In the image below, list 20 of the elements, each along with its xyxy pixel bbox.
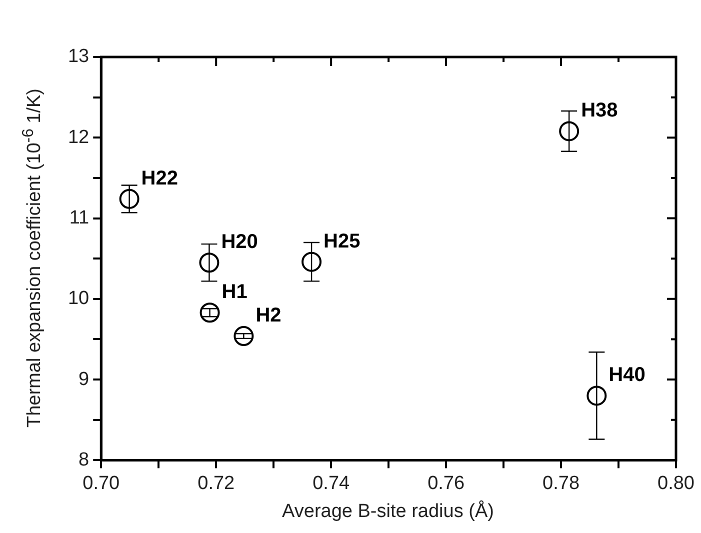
annotation: H1 <box>222 281 248 304</box>
annotation: H22 <box>141 167 178 190</box>
y-tick-label: 11 <box>69 208 90 229</box>
annotation: H40 <box>608 364 646 386</box>
x-tick-label: 0.74 <box>312 472 350 494</box>
x-tick-label: 0.72 <box>198 472 235 494</box>
annotation: H20 <box>221 231 258 254</box>
y-tick-label: 8 <box>78 449 90 470</box>
x-tick-label: 0.80 <box>658 472 694 494</box>
annotation: H2 <box>256 304 282 327</box>
x-tick-label: 0.76 <box>428 472 465 494</box>
y-tick-label: 13 <box>68 46 90 68</box>
x-tick-label: 0.70 <box>82 472 120 494</box>
x-axis-title: Average B-site radius (Å) <box>282 501 494 523</box>
y-tick-label: 12 <box>68 126 90 148</box>
y-tick-label: 10 <box>68 288 90 310</box>
annotation: H38 <box>581 100 618 122</box>
y-tick-label: 9 <box>78 368 90 390</box>
x-tick-label: 0.78 <box>542 472 580 494</box>
annotation: H25 <box>324 230 360 252</box>
